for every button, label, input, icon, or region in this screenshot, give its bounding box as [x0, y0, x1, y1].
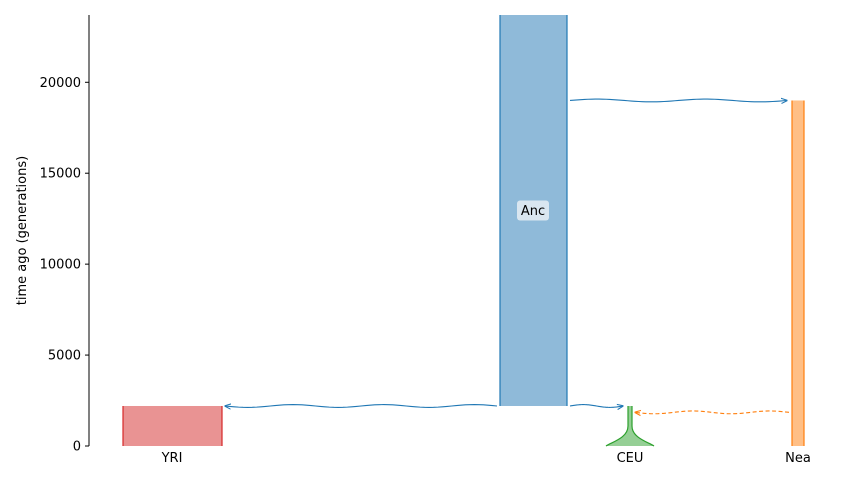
deme-ceu-fill	[606, 405, 654, 446]
deme-nea-label: Nea	[785, 451, 811, 466]
deme-ceu-outline	[605, 405, 655, 447]
y-tick-label: 20000	[40, 76, 81, 91]
y-tick-label: 10000	[40, 258, 81, 273]
pulse-arrow-nea-to-ceu	[635, 411, 790, 414]
split-arrow-anc-to-ceu	[569, 405, 623, 408]
y-axis-title: time ago (generations)	[15, 156, 30, 305]
y-tick-label: 5000	[48, 349, 81, 364]
deme-nea-fill	[792, 100, 804, 447]
deme-anc-label-box	[517, 200, 549, 221]
deme-yri-label: YRI	[161, 451, 183, 466]
deme-yri-fill	[123, 405, 222, 446]
deme-ceu-label: CEU	[617, 451, 644, 466]
deme-anc-label: Anc	[521, 204, 545, 219]
y-tick-label: 0	[73, 440, 81, 455]
y-tick-label: 15000	[40, 167, 81, 182]
split-arrow-anc-to-yri	[225, 405, 498, 408]
split-arrow-anc-to-nea	[569, 99, 787, 102]
